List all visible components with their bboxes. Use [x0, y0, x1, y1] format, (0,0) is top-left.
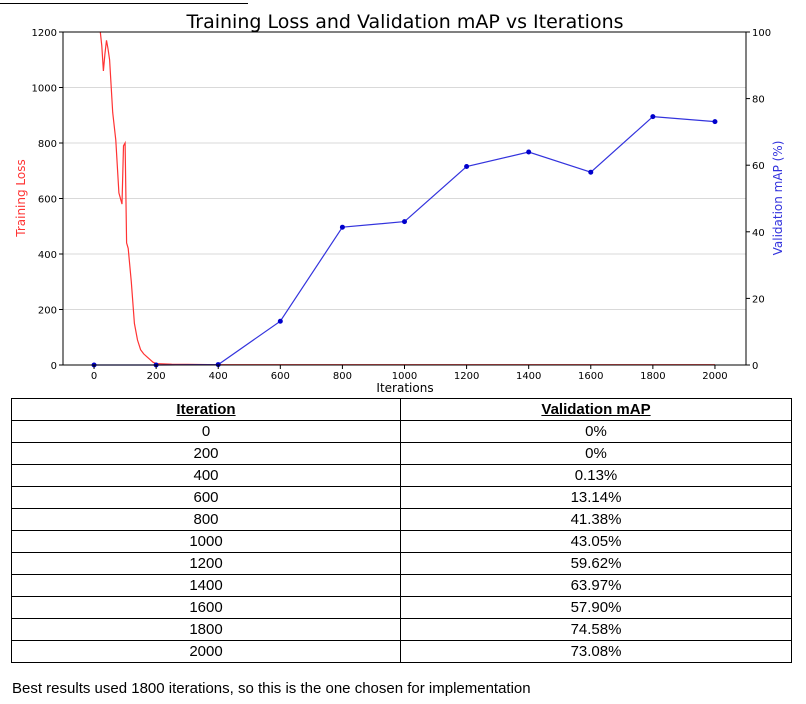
table-row: 1800 74.58%: [11, 618, 792, 641]
left-tick-label: 1200: [32, 28, 57, 39]
validation-map-point: [712, 119, 718, 125]
results-table: Iteration Validation mAP 0 0% 200 0% 400 0.13…: [11, 398, 792, 663]
x-tick-label: 1600: [578, 371, 603, 382]
map-cell: 13.14%: [400, 486, 792, 509]
validation-map-point: [277, 318, 283, 324]
x-tick-label: 600: [271, 371, 290, 382]
iteration-cell: 0: [11, 420, 401, 443]
map-cell: 0%: [400, 420, 792, 443]
iteration-cell: 1800: [11, 618, 401, 641]
table-row: 1400 63.97%: [11, 574, 792, 597]
x-tick-label: 1200: [454, 371, 479, 382]
x-tick-label: 200: [147, 371, 166, 382]
iteration-cell: 1600: [11, 596, 401, 619]
chart-grid: [63, 31, 746, 366]
map-cell: 74.58%: [400, 618, 792, 641]
chart-title: Training Loss and Validation mAP vs Iter…: [185, 11, 623, 33]
caption-text: Best results used 1800 iterations, so th…: [12, 680, 531, 697]
x-tick-label: 1000: [392, 371, 417, 382]
header-validation-map: Validation mAP: [400, 398, 792, 421]
table-row: 1000 43.05%: [11, 530, 792, 553]
x-axis-label: Iterations: [376, 381, 433, 395]
iteration-cell: 1000: [11, 530, 401, 553]
right-y-axis: 0 20 40 60 80 100: [746, 28, 771, 372]
table-row: 600 13.14%: [11, 486, 792, 509]
table-row: 1600 57.90%: [11, 596, 792, 619]
map-cell: 0%: [400, 442, 792, 465]
map-cell: 57.90%: [400, 596, 792, 619]
left-tick-label: 400: [38, 250, 57, 261]
table-header-row: Iteration Validation mAP: [11, 398, 792, 421]
right-tick-label: 20: [752, 294, 765, 305]
validation-map-point: [464, 163, 470, 169]
iteration-cell: 600: [11, 486, 401, 509]
iteration-cell: 200: [11, 442, 401, 465]
x-tick-label: 0: [91, 371, 97, 382]
right-tick-label: 0: [752, 361, 758, 372]
table-row: 400 0.13%: [11, 464, 792, 487]
table-body: 0 0% 200 0% 400 0.13% 600 13.14% 800 41.38% 1000 43…: [11, 420, 792, 663]
table-row: 200 0%: [11, 442, 792, 465]
map-cell: 43.05%: [400, 530, 792, 553]
left-tick-label: 1000: [32, 84, 57, 95]
iteration-cell: 1200: [11, 552, 401, 575]
y-axis-label-left: Training Loss: [14, 159, 28, 237]
map-cell: 59.62%: [400, 552, 792, 575]
iteration-cell: 400: [11, 464, 401, 487]
right-tick-label: 80: [752, 95, 765, 106]
header-iteration: Iteration: [11, 398, 401, 421]
x-tick-label: 1800: [640, 371, 665, 382]
validation-map-point: [650, 114, 656, 120]
map-cell: 0.13%: [400, 464, 792, 487]
table-row: 0 0%: [11, 420, 792, 443]
map-cell: 63.97%: [400, 574, 792, 597]
table-row: 2000 73.08%: [11, 640, 792, 663]
validation-map-point: [588, 169, 594, 175]
iteration-cell: 1400: [11, 574, 401, 597]
left-y-axis: 0 200 400 600 800 1000 1200: [32, 28, 63, 372]
x-tick-label: 800: [333, 371, 352, 382]
validation-map-point: [339, 224, 345, 230]
x-axis: 0 200 400 600 800 1000 1200 1400 1600 1800 2000: [91, 365, 728, 382]
validation-map-point: [402, 219, 407, 225]
iteration-cell: 800: [11, 508, 401, 531]
validation-map-line: [94, 115, 716, 366]
left-tick-label: 800: [38, 139, 57, 150]
validation-map-point: [526, 149, 532, 155]
top-rule-line: [0, 0, 248, 4]
right-tick-label: 40: [752, 228, 765, 239]
map-cell: 41.38%: [400, 508, 792, 531]
x-tick-label: 1400: [516, 371, 541, 382]
x-tick-label: 400: [209, 371, 228, 382]
iteration-cell: 2000: [11, 640, 401, 663]
right-tick-label: 60: [752, 161, 765, 172]
table-row: 1200 59.62%: [11, 552, 792, 575]
y-axis-label-right: Validation mAP (%): [771, 141, 785, 256]
left-tick-label: 600: [38, 195, 57, 206]
validation-map-series: [91, 114, 718, 368]
left-tick-label: 0: [51, 361, 57, 372]
table-row: 800 41.38%: [11, 508, 792, 531]
x-tick-label: 2000: [702, 371, 727, 382]
map-cell: 73.08%: [400, 640, 792, 663]
training-chart: Training Loss and Validation mAP vs Iter…: [14, 11, 785, 395]
left-tick-label: 200: [38, 306, 57, 317]
right-tick-label: 100: [752, 28, 771, 39]
